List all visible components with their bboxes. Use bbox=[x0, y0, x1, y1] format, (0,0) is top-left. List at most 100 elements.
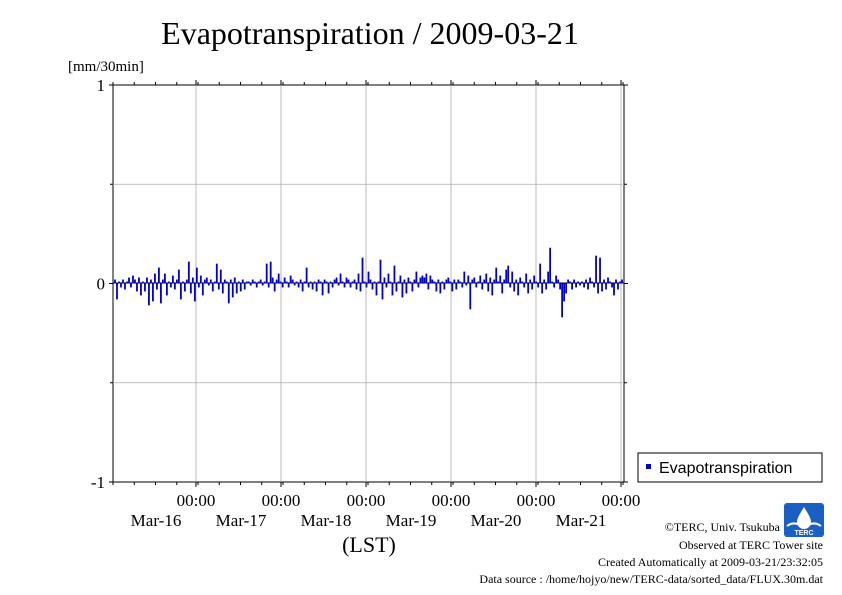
data-bar bbox=[383, 277, 386, 284]
data-bar bbox=[179, 283, 182, 300]
data-bar bbox=[327, 283, 330, 294]
data-bar bbox=[597, 283, 599, 294]
data-bar bbox=[247, 281, 250, 284]
data-bar bbox=[122, 279, 124, 284]
data-bar bbox=[583, 283, 585, 288]
data-bar bbox=[329, 281, 332, 284]
data-bar bbox=[150, 279, 152, 284]
data-bar bbox=[585, 279, 587, 284]
data-bar bbox=[557, 279, 560, 284]
data-bar bbox=[455, 283, 458, 290]
data-bar bbox=[251, 279, 254, 284]
data-bar bbox=[453, 279, 456, 284]
data-bar bbox=[297, 283, 300, 288]
data-bar bbox=[615, 279, 617, 284]
data-bar bbox=[375, 283, 378, 296]
data-bar bbox=[160, 283, 162, 304]
data-bar bbox=[369, 279, 372, 284]
data-bar bbox=[335, 277, 338, 284]
data-bar bbox=[261, 283, 264, 286]
y-tick-label: -1 bbox=[91, 473, 105, 492]
data-bar bbox=[177, 269, 180, 284]
data-bar bbox=[315, 283, 318, 292]
x-tick-time-label: 00:00 bbox=[262, 491, 301, 510]
data-bar bbox=[411, 283, 414, 292]
data-bar bbox=[199, 275, 202, 284]
data-bar bbox=[511, 271, 514, 284]
x-tick-time-label: 00:00 bbox=[347, 491, 386, 510]
data-bar bbox=[233, 277, 236, 284]
data-bar bbox=[481, 283, 484, 290]
data-bar bbox=[189, 283, 192, 294]
data-bar bbox=[275, 279, 278, 284]
data-bar bbox=[553, 283, 556, 288]
x-axis-label: (LST) bbox=[342, 532, 396, 557]
data-bar bbox=[605, 283, 607, 290]
data-bar bbox=[126, 281, 128, 284]
data-bar bbox=[439, 283, 442, 294]
data-bar bbox=[243, 283, 246, 290]
data-bar bbox=[191, 277, 194, 284]
data-bar bbox=[221, 283, 224, 294]
data-bar bbox=[445, 279, 448, 284]
data-bar bbox=[509, 283, 512, 288]
data-bar bbox=[295, 281, 298, 284]
data-bar bbox=[231, 283, 234, 298]
data-bar bbox=[389, 281, 392, 284]
data-bar bbox=[267, 283, 270, 288]
data-bar bbox=[227, 283, 230, 304]
data-bar bbox=[617, 283, 619, 290]
data-bar bbox=[207, 283, 210, 286]
data-bar bbox=[471, 279, 474, 284]
data-bar bbox=[581, 281, 583, 284]
terc-logo-text: TERC bbox=[794, 530, 813, 537]
data-bar bbox=[495, 267, 498, 284]
data-bar bbox=[203, 279, 206, 284]
data-bar bbox=[503, 279, 506, 284]
data-bar bbox=[245, 281, 248, 284]
data-bar bbox=[219, 269, 222, 284]
data-bar bbox=[201, 283, 204, 296]
data-bar bbox=[413, 279, 416, 284]
data-bar bbox=[525, 273, 528, 284]
data-bar bbox=[425, 273, 428, 284]
data-bar bbox=[459, 281, 462, 284]
data-bar bbox=[118, 281, 120, 284]
data-bar bbox=[361, 257, 364, 284]
data-bar bbox=[164, 273, 166, 284]
data-bar bbox=[273, 283, 276, 292]
x-tick-date-label: Mar-20 bbox=[471, 511, 522, 530]
data-bar bbox=[613, 283, 615, 296]
data-bar bbox=[166, 283, 168, 296]
data-bar bbox=[483, 279, 486, 284]
data-bar bbox=[130, 283, 132, 288]
data-bar bbox=[499, 275, 502, 284]
data-bar bbox=[339, 273, 342, 284]
data-bar bbox=[162, 279, 164, 284]
data-bar bbox=[535, 281, 538, 284]
data-bar bbox=[173, 283, 176, 290]
data-bar bbox=[579, 283, 581, 286]
data-bar bbox=[435, 283, 438, 292]
data-bar bbox=[603, 279, 605, 284]
x-tick-date-label: Mar-18 bbox=[301, 511, 352, 530]
data-bar bbox=[601, 283, 603, 292]
data-bar bbox=[169, 283, 172, 288]
data-bar bbox=[309, 281, 312, 284]
data-bar bbox=[395, 283, 398, 292]
data-bar bbox=[501, 283, 504, 294]
data-bar bbox=[619, 281, 621, 284]
data-bar bbox=[132, 275, 134, 284]
data-bar bbox=[405, 283, 408, 294]
data-bar bbox=[353, 279, 356, 284]
data-bar bbox=[611, 283, 613, 288]
data-bar bbox=[167, 281, 170, 284]
data-bar bbox=[491, 283, 494, 296]
chart-title: Evapotranspiration / 2009-03-21 bbox=[161, 15, 579, 51]
data-bar bbox=[283, 277, 286, 284]
data-bar bbox=[305, 267, 308, 284]
data-bar bbox=[393, 265, 396, 284]
data-bar bbox=[301, 283, 304, 292]
x-tick-time-label: 00:00 bbox=[602, 491, 641, 510]
